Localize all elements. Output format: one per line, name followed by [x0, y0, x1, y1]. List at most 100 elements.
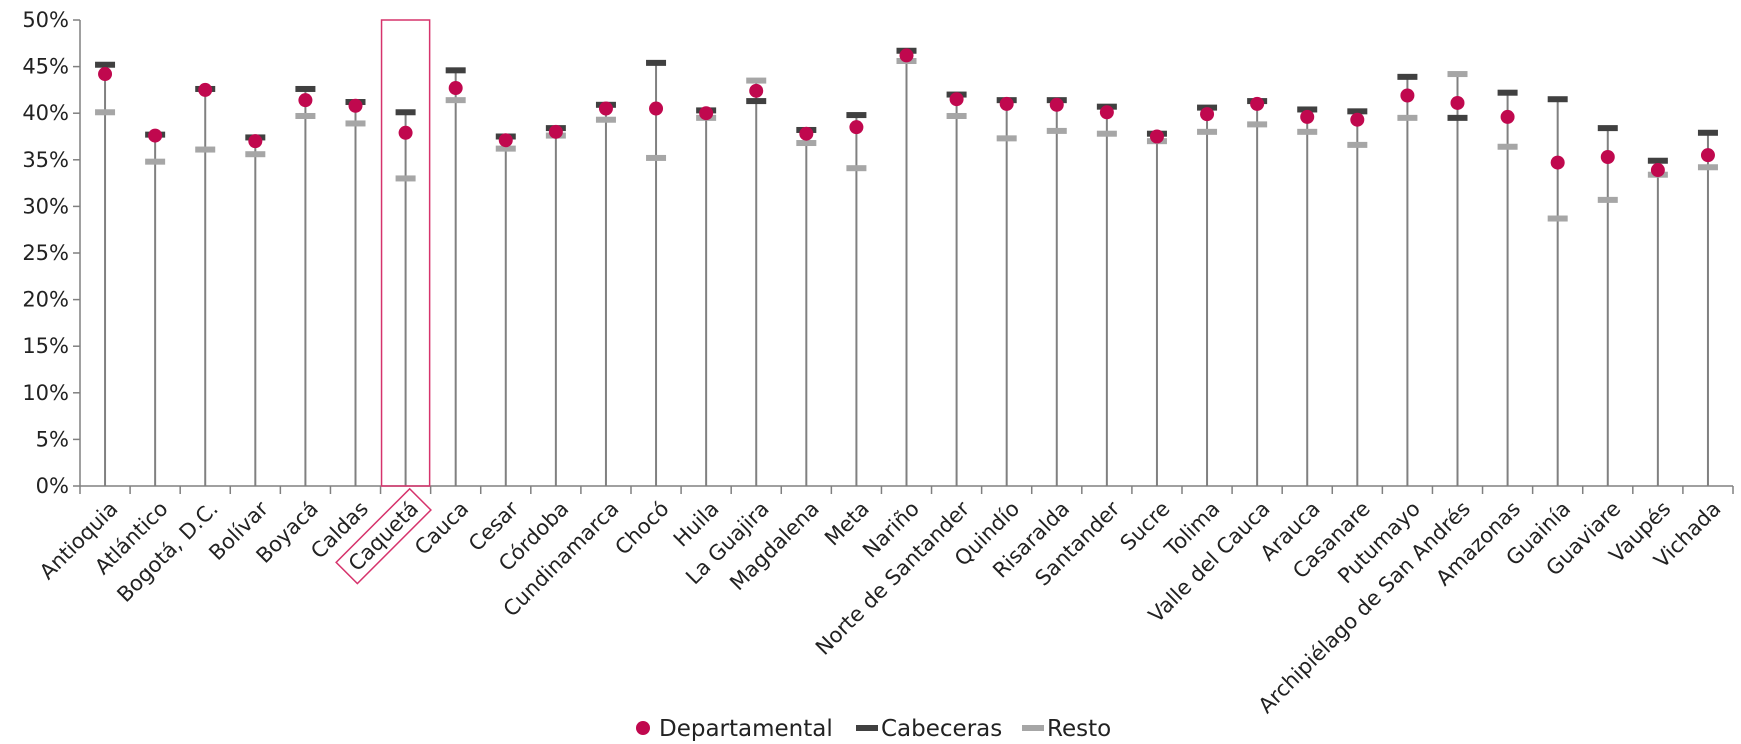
resto-mark [595, 116, 616, 123]
cabeceras-mark [1547, 96, 1568, 103]
cabeceras-mark [95, 61, 116, 68]
resto-mark [195, 146, 216, 153]
resto-mark [1597, 196, 1618, 203]
highlight [335, 19, 432, 585]
y-tick-label: 30% [22, 194, 69, 218]
departamental-point [1149, 129, 1164, 144]
resto-mark [345, 120, 366, 127]
departamental-point [1200, 107, 1215, 122]
y-tick-label: 40% [22, 101, 69, 125]
departamental-point [548, 124, 563, 139]
departamental-point [999, 96, 1014, 111]
departamental-point [749, 83, 764, 98]
legend-marker-departamental [636, 721, 650, 735]
departamental-point [1550, 155, 1565, 170]
resto-mark [95, 109, 116, 116]
cabeceras-mark [295, 85, 316, 92]
departamental-point [849, 120, 864, 135]
cabeceras-mark [1497, 89, 1518, 96]
resto-mark [1096, 130, 1117, 137]
resto-mark [1447, 71, 1468, 78]
legend-label-resto: Resto [1047, 716, 1111, 742]
cabeceras-mark [395, 109, 416, 116]
data-marks [95, 47, 1718, 222]
departamental-point [1049, 97, 1064, 112]
resto-mark [846, 165, 867, 172]
y-axis: 0% 5% 10% 15% 20% 25% 30% 35% 40% 45% 50% [22, 8, 81, 498]
resto-mark [1497, 143, 1518, 150]
cabeceras-mark [1297, 106, 1318, 113]
y-tick-label: 45% [22, 55, 69, 79]
departamental-point [1450, 95, 1465, 110]
cabeceras-mark [1597, 125, 1618, 132]
stems [104, 50, 1709, 486]
cabeceras-mark [1447, 114, 1468, 121]
cabeceras-mark [746, 98, 767, 105]
x-axis [79, 485, 1734, 494]
highlight-column-box [380, 19, 431, 487]
departamental-point [899, 48, 914, 63]
resto-mark [1397, 114, 1418, 121]
cabeceras-mark [1647, 157, 1668, 164]
departamental-point [1250, 96, 1265, 111]
resto-mark [796, 140, 817, 147]
cabeceras-mark [1397, 73, 1418, 80]
departamental-point [1600, 150, 1615, 165]
departamental-point [448, 81, 463, 96]
cabeceras-mark [1697, 129, 1718, 136]
y-tick-label: 35% [22, 148, 69, 172]
departamental-point [398, 125, 413, 140]
resto-mark [1297, 128, 1318, 135]
cabeceras-mark [445, 67, 466, 74]
departamental-point [1350, 112, 1365, 127]
legend-label-departamental: Departamental [659, 716, 833, 742]
resto-mark [145, 158, 166, 165]
cabeceras-mark [646, 59, 667, 66]
legend: Departamental Cabeceras Resto [636, 716, 1111, 742]
departamental-point [1099, 105, 1114, 120]
departamental-point [148, 128, 163, 143]
departamental-point [598, 101, 613, 116]
departamental-point [498, 133, 513, 148]
resto-mark [1347, 141, 1368, 148]
departamental-point [1400, 88, 1415, 103]
departamental-point [649, 101, 664, 116]
resto-mark [996, 135, 1017, 142]
cabeceras-mark [1347, 108, 1368, 115]
departamental-point [248, 134, 263, 149]
departamental-point [699, 106, 714, 121]
departamental-point [1300, 109, 1315, 124]
resto-mark [295, 112, 316, 119]
y-tick-label: 25% [22, 241, 69, 265]
y-tick-label: 10% [22, 381, 69, 405]
cabeceras-mark [846, 112, 867, 119]
departamental-point [1700, 148, 1715, 163]
departamental-point [98, 67, 113, 82]
departamental-point [298, 93, 313, 108]
resto-mark [1547, 215, 1568, 222]
y-tick-label: 50% [22, 8, 69, 32]
departamental-point [799, 126, 814, 141]
resto-mark [746, 77, 767, 84]
resto-mark [1197, 128, 1218, 135]
legend-label-cabeceras: Cabeceras [881, 716, 1002, 742]
resto-mark [646, 154, 667, 161]
departamental-point [198, 82, 213, 97]
legend-marker-resto [1022, 725, 1044, 731]
departamental-point [949, 92, 964, 107]
y-tick-label: 20% [22, 288, 69, 312]
resto-mark [1697, 164, 1718, 171]
departamental-point [348, 98, 363, 113]
y-tick-label: 0% [36, 474, 69, 498]
resto-mark [1046, 127, 1067, 134]
y-tick-label: 5% [36, 427, 69, 451]
category-label: Chocó [610, 497, 673, 560]
resto-mark [245, 151, 266, 158]
resto-mark [445, 97, 466, 104]
resto-mark [946, 112, 967, 119]
y-tick-label: 15% [22, 334, 69, 358]
legend-marker-cabeceras [856, 725, 878, 731]
highlight-label-box [335, 487, 432, 585]
